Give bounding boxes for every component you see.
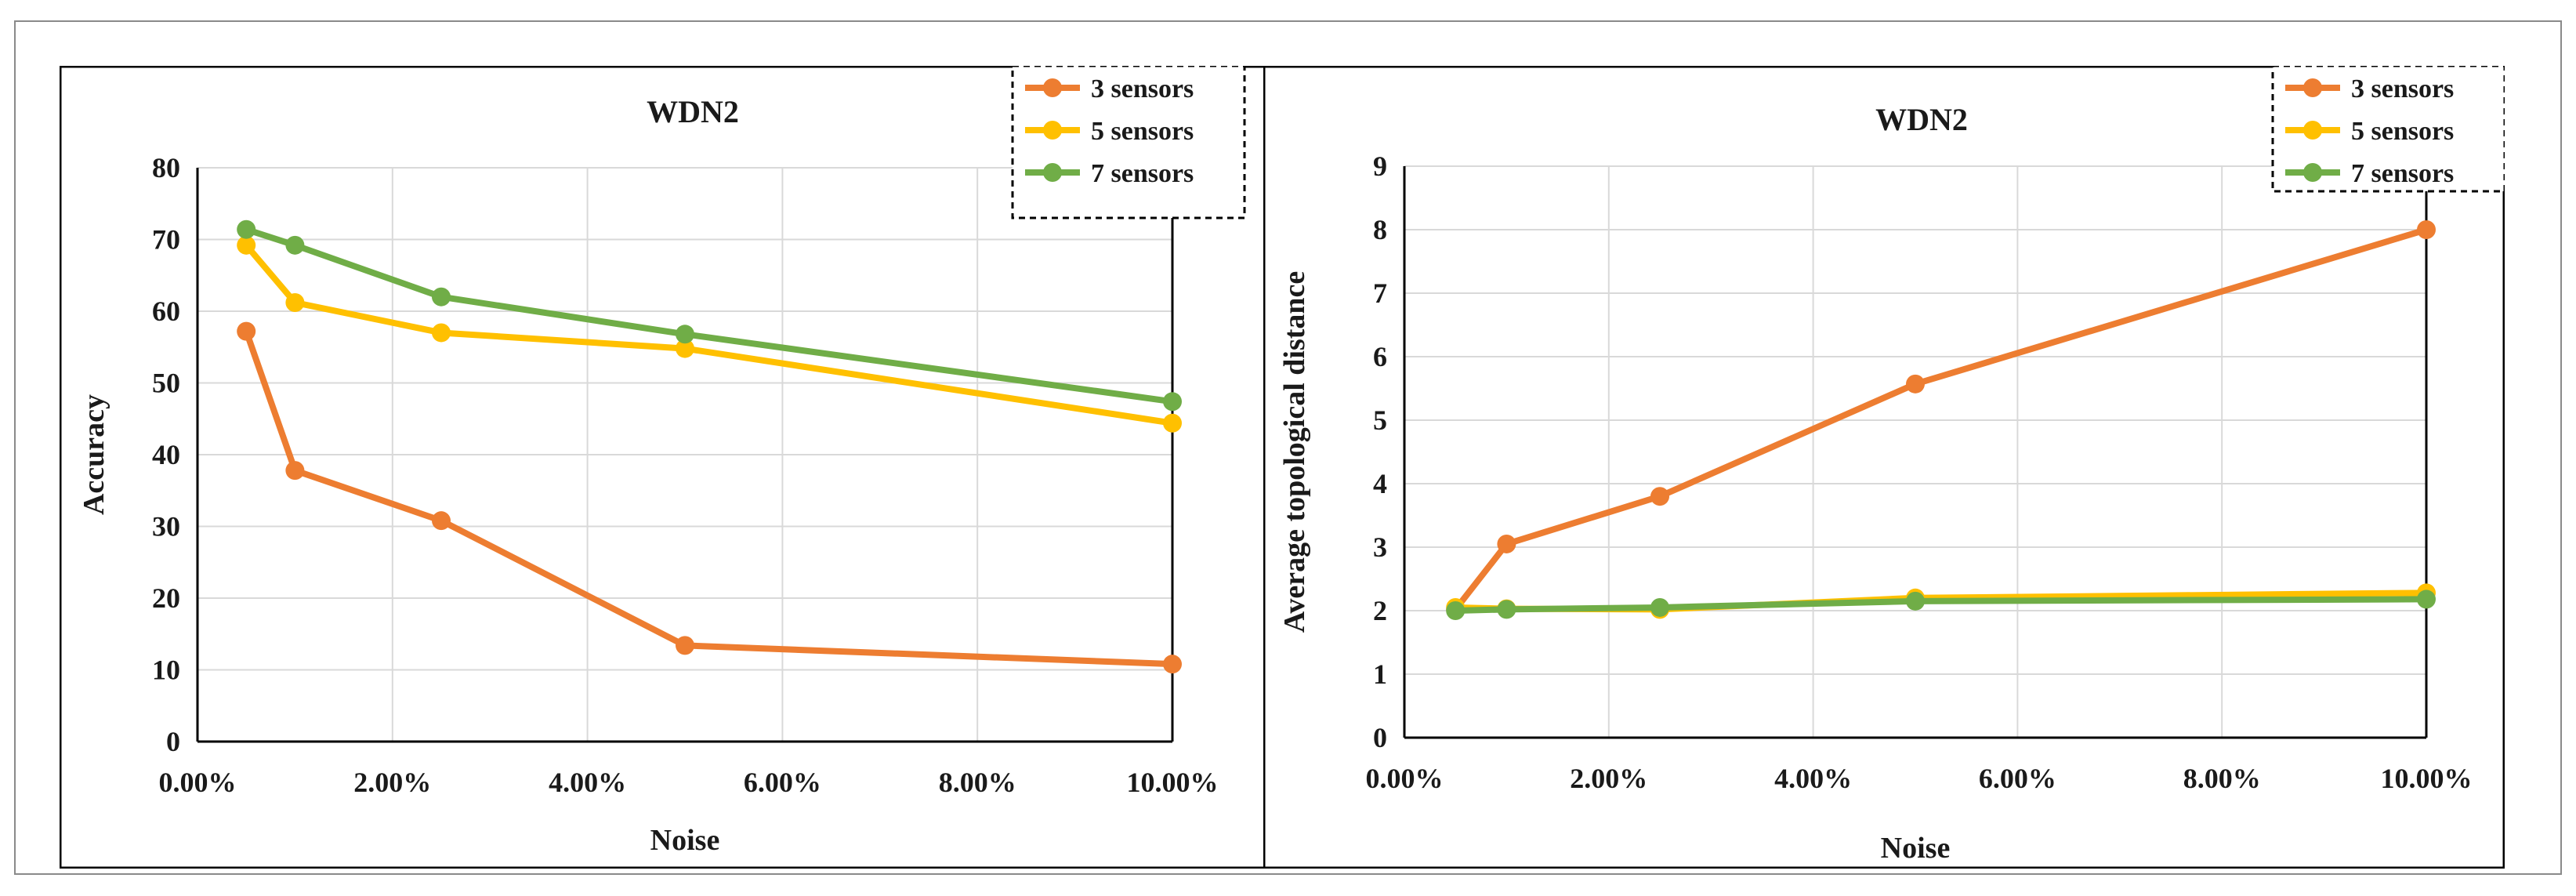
data-point xyxy=(1650,487,1669,506)
data-point xyxy=(1163,392,1182,412)
data-point xyxy=(237,219,256,239)
legend-marker xyxy=(2303,163,2322,182)
legend-marker xyxy=(1043,121,1062,140)
series-7-sensors xyxy=(237,219,1182,412)
data-point xyxy=(1906,374,1925,394)
y-tick-label: 0 xyxy=(1373,722,1387,753)
y-tick-label: 1 xyxy=(1373,658,1387,690)
distance-chart: 0 1 2 3 4 5 6 7 8 9 0.00% 2.00% 4.00% 6.00% 8.00% 10.00… xyxy=(1263,64,2506,869)
x-tick-label: 10.00% xyxy=(2381,763,2473,794)
y-tick-label: 9 xyxy=(1373,151,1387,182)
y-tick-label: 20 xyxy=(152,582,180,614)
data-point xyxy=(237,321,256,341)
y-tick-label: 30 xyxy=(152,511,180,542)
data-point xyxy=(1497,534,1516,553)
x-tick-label: 6.00% xyxy=(1979,763,2056,794)
x-tick-label: 0.00% xyxy=(1366,763,1444,794)
x-tick-label: 4.00% xyxy=(1774,763,1852,794)
y-tick-label: 50 xyxy=(152,368,180,399)
data-point xyxy=(285,293,305,313)
y-tick-label: 8 xyxy=(1373,214,1387,245)
data-point xyxy=(432,511,451,531)
legend-label: 3 sensors xyxy=(1091,74,1194,103)
data-point xyxy=(432,287,451,307)
legend-marker xyxy=(1043,78,1062,97)
legend-label: 5 sensors xyxy=(1091,117,1194,146)
data-point xyxy=(676,636,694,655)
legend-label: 7 sensors xyxy=(2351,159,2454,188)
x-axis-title: Noise xyxy=(1881,832,1951,865)
legend-label: 7 sensors xyxy=(1091,159,1194,188)
data-point xyxy=(1163,655,1182,674)
chart-panel-distance: 0 1 2 3 4 5 6 7 8 9 0.00% 2.00% 4.00% 6.00% 8.00% 10.00… xyxy=(1263,64,2506,869)
data-point xyxy=(1497,600,1516,619)
y-tick-label: 40 xyxy=(152,439,180,470)
y-tick-label: 2 xyxy=(1373,595,1387,626)
x-tick-label: 8.00% xyxy=(2183,763,2261,794)
x-axis-title: Noise xyxy=(650,824,720,857)
gridlines xyxy=(197,167,1173,742)
x-tick-label: 4.00% xyxy=(549,767,626,798)
legend-label: 5 sensors xyxy=(2351,117,2454,146)
data-point xyxy=(2417,589,2436,609)
data-point xyxy=(237,235,256,255)
accuracy-chart: 0 10 20 30 40 50 60 70 80 0.00% 2.00% 4.00% 6.00% 8.0… xyxy=(59,64,1302,869)
y-tick-label: 70 xyxy=(152,224,180,256)
x-tick-label: 6.00% xyxy=(744,767,821,798)
chart-panel-accuracy: 0 10 20 30 40 50 60 70 80 0.00% 2.00% 4.00% 6.00% 8.0… xyxy=(59,64,1302,869)
y-tick-label: 60 xyxy=(152,296,180,327)
y-axis-title: Accuracy xyxy=(78,394,111,515)
data-point xyxy=(1163,413,1182,433)
y-tick-label: 4 xyxy=(1373,468,1387,499)
y-tick-label: 5 xyxy=(1373,404,1387,436)
data-point xyxy=(432,323,451,343)
data-point xyxy=(676,325,694,344)
series-5-sensors xyxy=(237,235,1182,433)
legend-label: 3 sensors xyxy=(2351,74,2454,103)
legend: 3 sensors 5 sensors 7 sensors xyxy=(1011,64,1246,219)
y-tick-label: 3 xyxy=(1373,531,1387,563)
x-tick-label: 8.00% xyxy=(939,767,1016,798)
chart-title: WDN2 xyxy=(647,94,739,129)
legend-marker xyxy=(1043,163,1062,182)
data-point xyxy=(285,461,305,481)
data-point xyxy=(285,235,305,255)
x-tick-label: 10.00% xyxy=(1127,767,1219,798)
x-tick-label: 2.00% xyxy=(1570,763,1647,794)
y-tick-label: 10 xyxy=(152,655,180,686)
data-point xyxy=(676,339,694,358)
x-tick-label: 0.00% xyxy=(159,767,237,798)
figure-frame: 0 10 20 30 40 50 60 70 80 0.00% 2.00% 4.00% 6.00% 8.0… xyxy=(14,20,2562,875)
y-tick-label: 7 xyxy=(1373,278,1387,309)
series-7-sensors xyxy=(1446,589,2436,620)
data-point xyxy=(1906,591,1925,611)
y-tick-label: 6 xyxy=(1373,341,1387,372)
chart-title: WDN2 xyxy=(1875,102,1968,137)
data-point xyxy=(1446,601,1466,620)
legend: 3 sensors 5 sensors 7 sensors xyxy=(2271,64,2506,193)
data-point xyxy=(1650,597,1669,617)
y-tick-label: 0 xyxy=(166,726,180,757)
data-point xyxy=(2417,220,2436,239)
chart-frame xyxy=(1263,65,2505,869)
y-tick-label: 80 xyxy=(152,152,180,183)
legend-marker xyxy=(2303,78,2322,97)
legend-marker xyxy=(2303,121,2322,140)
x-tick-label: 2.00% xyxy=(353,767,431,798)
y-axis-title: Average topological distance xyxy=(1278,271,1311,633)
series-3-sensors xyxy=(237,321,1182,674)
